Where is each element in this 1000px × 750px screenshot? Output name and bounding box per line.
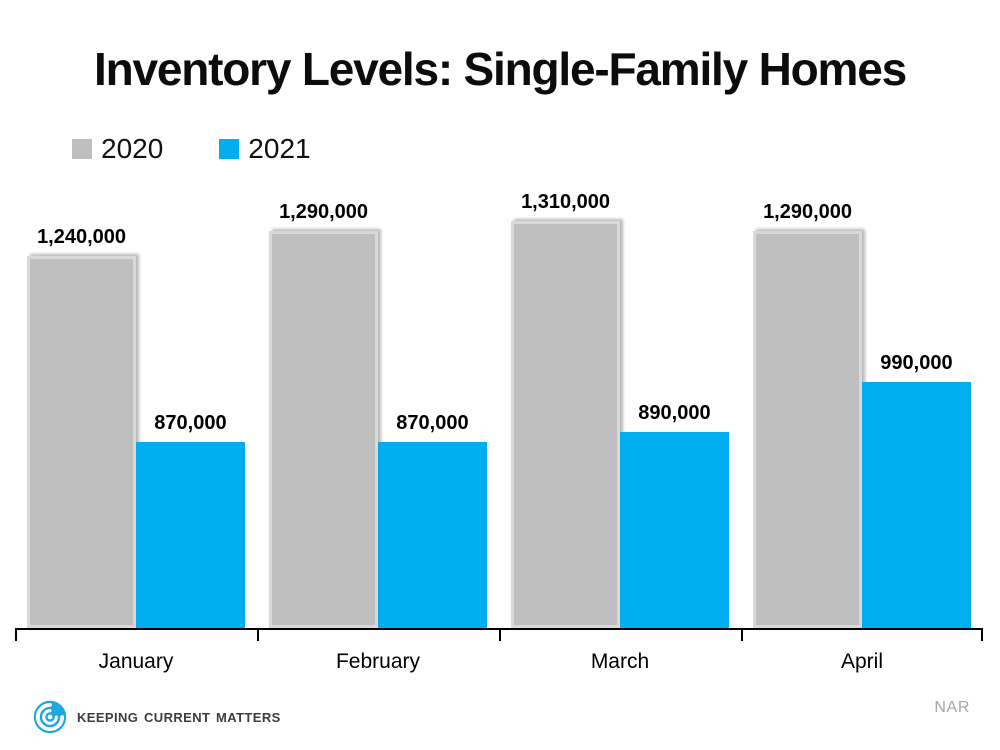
bar-slot-2020-april: 1,290,000: [753, 186, 862, 628]
legend-swatch-2020: [72, 139, 92, 159]
x-axis: [15, 628, 983, 641]
bar-slot-2021-april: 990,000: [862, 186, 971, 628]
value-label-2020-january: 1,240,000: [37, 226, 127, 249]
bar-2020-january: [27, 256, 136, 628]
value-label-2020-march: 1,310,000: [521, 191, 611, 214]
brand-logo-text: Keeping Current Matters: [77, 706, 281, 727]
value-label-2020-february: 1,290,000: [279, 201, 369, 224]
bar-slot-2021-march: 890,000: [620, 186, 729, 628]
x-axis-label-january: January: [98, 650, 174, 673]
x-axis-label-february: February: [335, 650, 421, 673]
value-label-2021-february: 870,000: [396, 412, 469, 435]
bar-2021-march: [620, 432, 729, 628]
value-label-2020-april: 1,290,000: [763, 201, 853, 224]
legend-swatch-2021: [219, 139, 240, 159]
bar-2021-february: [378, 442, 487, 628]
source-attribution: NAR: [934, 699, 970, 716]
chart-title: Inventory Levels: Single-Family Homes: [94, 43, 907, 95]
kcm-swirl-icon: [33, 700, 67, 734]
value-label-2021-march: 890,000: [638, 402, 711, 425]
bar-chart-plot-area: 1,240,000 870,000 1,290,000 870,000 1,310,00…: [15, 186, 983, 630]
x-axis-tick: [981, 628, 983, 641]
legend-item-2021: 2021: [219, 133, 311, 165]
chart-legend: 2020 2021: [72, 133, 311, 165]
x-axis-tick: [15, 628, 17, 641]
bar-2021-january: [136, 442, 245, 628]
x-axis-tick: [257, 628, 259, 641]
bar-2021-april: [862, 381, 971, 628]
bar-slot-2020-february: 1,290,000: [269, 186, 378, 628]
bar-slot-2020-january: 1,240,000: [27, 186, 136, 628]
x-axis-label-april: April: [840, 650, 883, 673]
bar-2020-april: [753, 231, 862, 628]
bar-2020-march: [511, 221, 620, 628]
bar-group-march: 1,310,000 890,000: [499, 186, 741, 628]
brand-logo: Keeping Current Matters: [32, 699, 281, 735]
x-axis-tick: [741, 628, 743, 641]
bar-slot-2020-march: 1,310,000: [511, 186, 620, 628]
bar-2020-february: [269, 231, 378, 628]
legend-label-2021: 2021: [248, 133, 311, 164]
bar-group-january: 1,240,000 870,000: [15, 186, 257, 628]
bar-slot-2021-february: 870,000: [378, 186, 487, 628]
bar-group-february: 1,290,000 870,000: [257, 186, 499, 628]
legend-label-2020: 2020: [101, 133, 164, 164]
x-axis-label-march: March: [590, 650, 650, 673]
x-axis-labels: January February March April: [15, 650, 983, 674]
x-axis-tick: [499, 628, 501, 641]
bar-slot-2021-january: 870,000: [136, 186, 245, 628]
value-label-2021-april: 990,000: [880, 351, 953, 374]
value-label-2021-january: 870,000: [154, 412, 227, 435]
bar-group-april: 1,290,000 990,000: [741, 186, 983, 628]
legend-item-2020: 2020: [72, 133, 163, 165]
